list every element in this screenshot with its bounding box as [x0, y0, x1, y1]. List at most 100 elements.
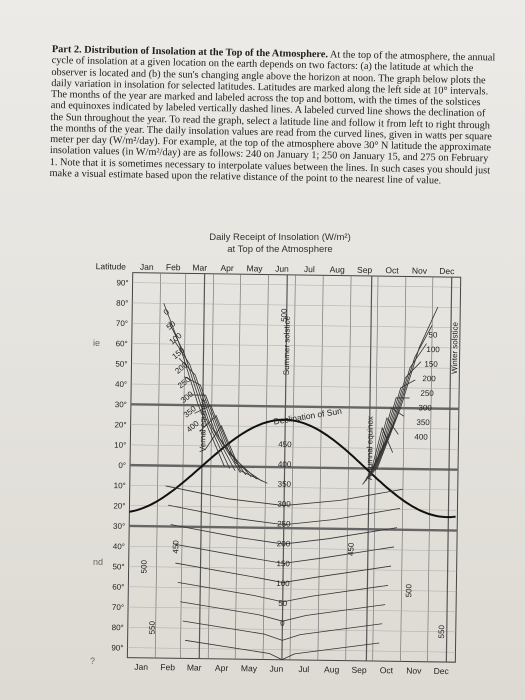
latitude-gridline — [130, 403, 459, 411]
event-label-summer: Summer solstice — [282, 315, 292, 375]
contour-label-center: 350 — [278, 480, 292, 489]
contour-line — [362, 426, 394, 485]
contour-line — [170, 524, 398, 545]
latitude-gridline — [132, 282, 461, 288]
event-line-summer — [281, 274, 288, 660]
margin-mark: ie — [93, 338, 101, 348]
month-label-bottom: Dec — [434, 666, 450, 676]
contour-label-right: 300 — [418, 403, 432, 412]
contour-line — [177, 582, 389, 603]
contour-label-right: 250 — [420, 389, 434, 398]
contour-label-center: 400 — [278, 460, 292, 469]
contour-label-right: 100 — [426, 345, 440, 354]
contour-label-misc: 500 — [404, 583, 413, 597]
contour-label-center: 100 — [276, 579, 290, 588]
contour-label-center: 200 — [277, 539, 291, 548]
contour-line — [165, 485, 404, 506]
latitude-label: 90° — [116, 278, 128, 287]
latitude-label: 40° — [113, 542, 125, 551]
contour-label-misc: 450 — [346, 542, 355, 556]
latitude-label: 0° — [118, 461, 126, 470]
latitude-gridline — [127, 647, 456, 653]
chart-title: Daily Receipt of Insolation (W/m²) — [209, 232, 351, 243]
month-label-bottom: Jan — [134, 662, 148, 672]
latitude-gridline — [130, 463, 459, 471]
month-label-top: May — [246, 263, 263, 273]
latitude-label: 10° — [114, 481, 126, 490]
contour-label-misc: 500 — [140, 559, 149, 573]
latitude-label: 30° — [115, 400, 127, 409]
latitude-gridline — [129, 485, 458, 491]
latitude-label: 60° — [112, 583, 124, 592]
latitude-label: 30° — [113, 522, 125, 531]
contour-line — [175, 562, 392, 583]
chart-subtitle: at Top of the Atmosphere — [227, 244, 333, 255]
contour-label-center: 50 — [278, 599, 288, 608]
month-label-top: Oct — [385, 265, 399, 275]
contour-line — [168, 321, 231, 469]
event-label-winter: Winter solstice — [450, 321, 460, 374]
latitude-gridline — [131, 343, 460, 349]
month-label-bottom: Jul — [298, 664, 309, 674]
month-label-bottom: Oct — [380, 665, 394, 675]
month-label-bottom: Jun — [269, 664, 283, 674]
margin-mark: ? — [90, 656, 96, 666]
latitude-gridline — [130, 444, 459, 450]
contour-label-right: 200 — [422, 374, 436, 383]
latitude-gridline — [132, 322, 461, 329]
contour-line — [194, 404, 257, 480]
contour-line — [180, 601, 386, 622]
month-label-bottom: May — [241, 663, 258, 673]
latitude-gridline — [132, 302, 461, 308]
contour-line — [168, 504, 401, 526]
latitude-label: 70° — [112, 603, 124, 612]
contour-line — [178, 358, 241, 473]
contour-line — [371, 361, 422, 475]
month-label-top: Nov — [412, 266, 428, 276]
latitude-label: 20° — [114, 420, 126, 429]
contour-label-misc: 500 — [280, 308, 289, 322]
latitude-label: 20° — [113, 501, 125, 510]
declination-label: Declination of Sun — [273, 406, 343, 427]
contour-label-left: 300 — [179, 389, 195, 405]
event-label-vernal: Vernal equinox — [198, 399, 208, 452]
latitude-gridline — [128, 586, 457, 592]
contour-line — [173, 339, 236, 471]
contour-label-right: 150 — [424, 360, 438, 369]
contour-label-right: 400 — [414, 432, 428, 441]
contour-label-center: 150 — [277, 559, 291, 568]
latitude-gridline — [127, 627, 456, 633]
event-label-autumnal: Autumnal equinox — [365, 416, 375, 480]
latitude-label: 90° — [111, 643, 123, 652]
latitude-gridline — [128, 545, 457, 552]
latitude-gridline — [130, 424, 459, 430]
latitude-axis-label: Latitude — [96, 261, 127, 271]
contour-label-left: 50 — [165, 319, 178, 332]
latitude-label: 80° — [112, 623, 124, 632]
month-label-bottom: Sep — [351, 665, 367, 675]
month-label-top: Mar — [192, 262, 207, 272]
contour-line — [204, 424, 268, 484]
contour-line — [369, 379, 416, 477]
month-label-top: Jan — [140, 262, 154, 272]
contour-line — [185, 639, 380, 661]
contour-label-center: 250 — [277, 519, 291, 528]
latitude-gridline — [131, 383, 460, 389]
event-line-autumnal — [365, 275, 373, 661]
month-label-bottom: Aug — [324, 664, 340, 674]
contour-label-right: 50 — [428, 330, 438, 339]
latitude-label: 80° — [116, 299, 128, 308]
month-label-top: Jun — [275, 264, 289, 274]
latitude-gridline — [129, 505, 458, 511]
month-label-top: Sep — [357, 265, 373, 275]
margin-mark: nd — [93, 557, 104, 567]
latitude-gridline — [131, 363, 460, 369]
contour-line — [376, 307, 439, 469]
contour-label-right: 350 — [416, 418, 430, 427]
event-line-winter — [445, 277, 453, 663]
contour-line — [163, 303, 225, 467]
contour-line — [374, 325, 433, 471]
month-label-top: Jul — [304, 264, 315, 274]
